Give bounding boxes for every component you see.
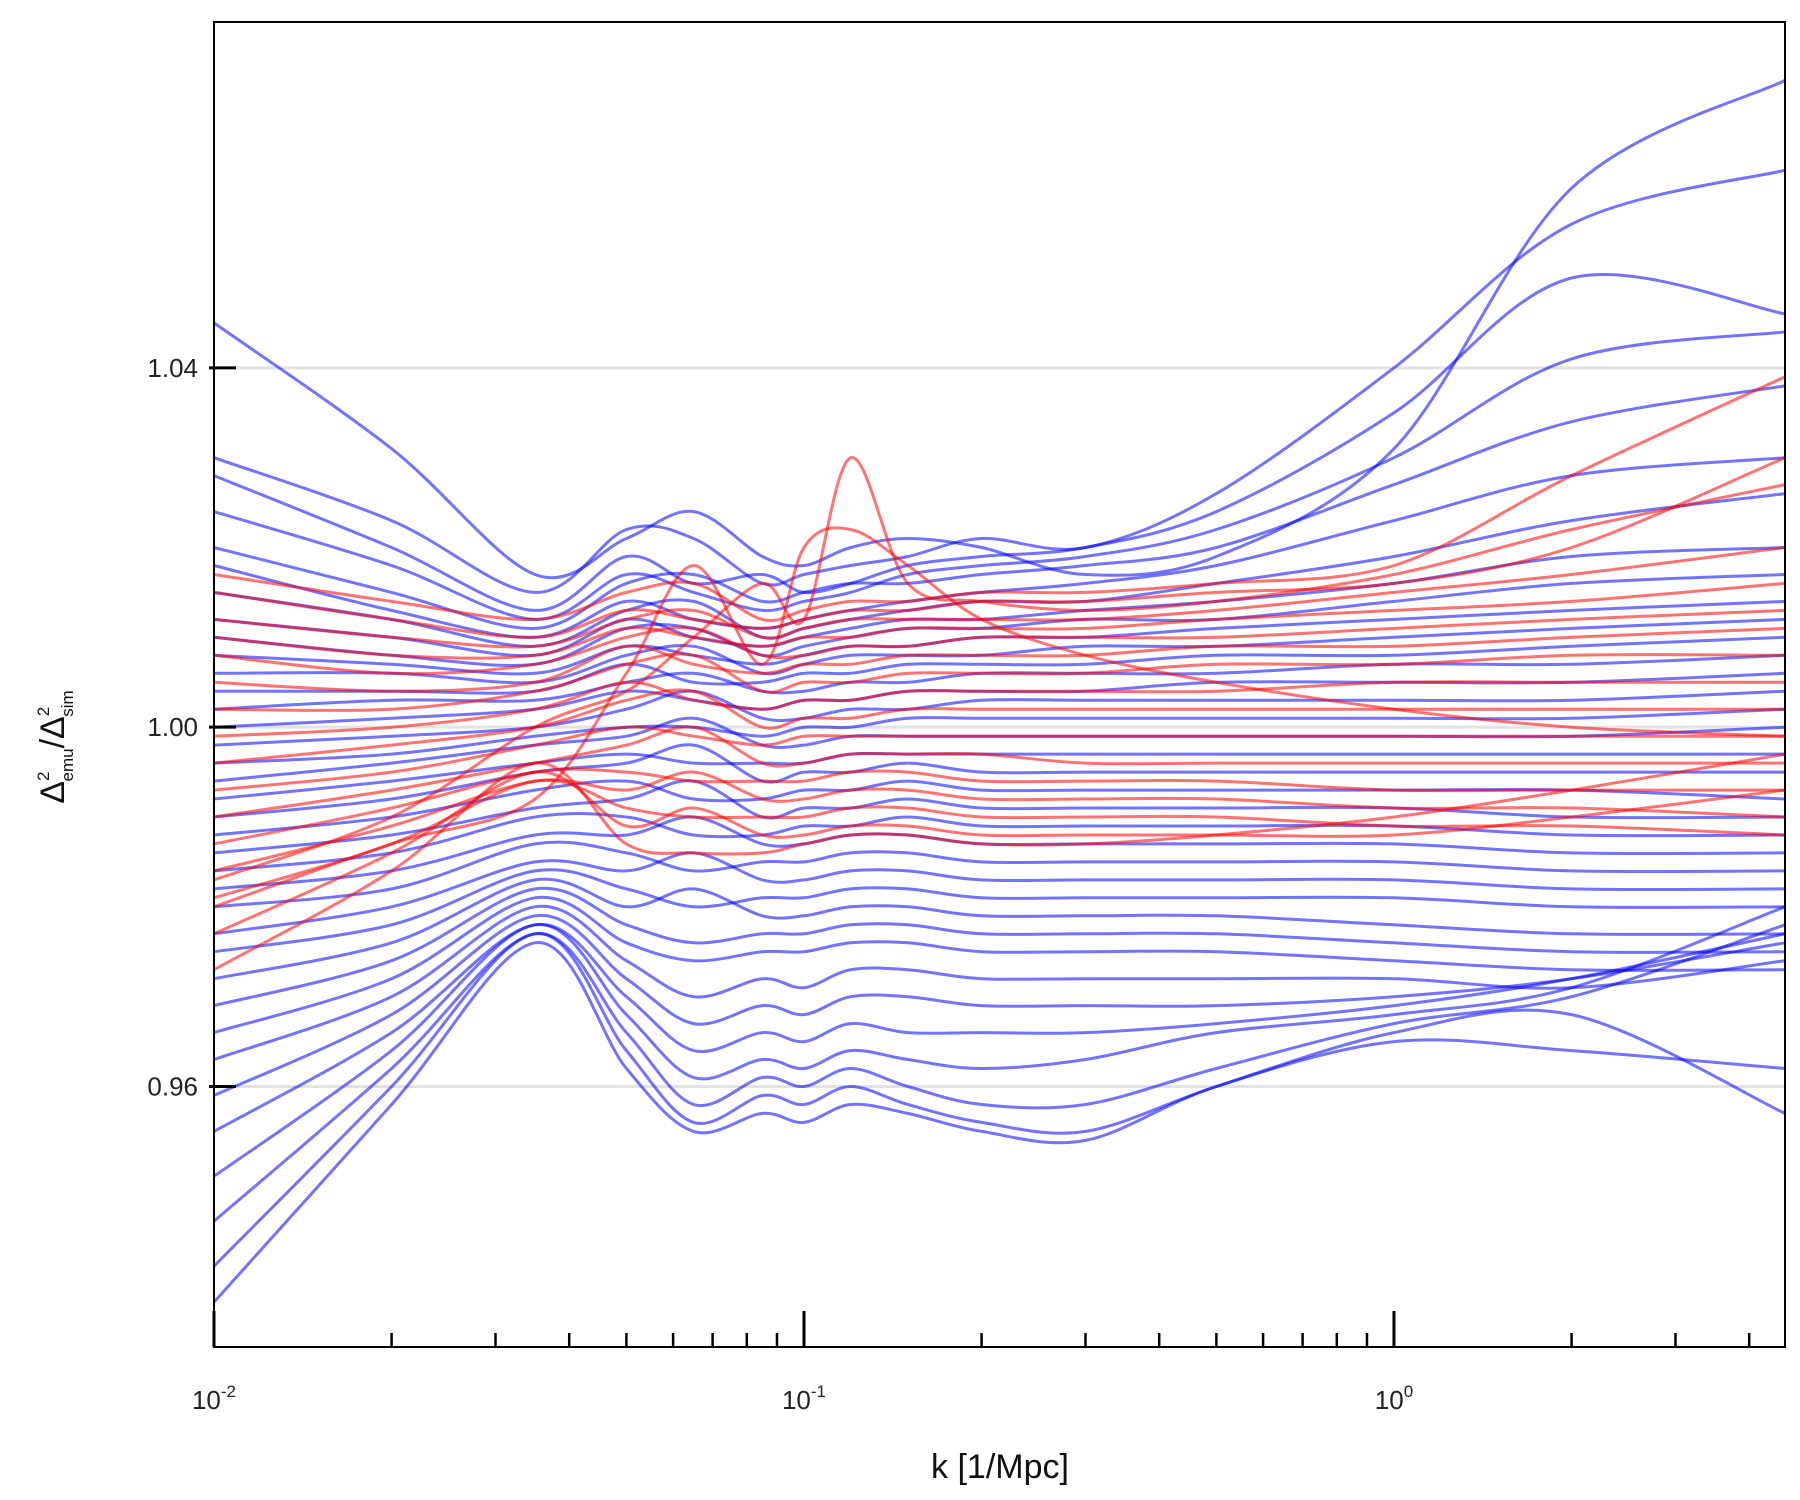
series-line-54 bbox=[213, 456, 1786, 882]
series-line-31 bbox=[213, 913, 1786, 1097]
series-line-37 bbox=[213, 375, 1786, 622]
y-label-sup: 2 bbox=[34, 771, 53, 780]
series-line-36 bbox=[212, 941, 1786, 1304]
series-line-44 bbox=[213, 680, 1785, 738]
y-axis-label: Δ2 emu/Δ2 sim bbox=[34, 690, 77, 803]
series-line-39 bbox=[213, 546, 1786, 649]
y-label-den-sub: sim bbox=[58, 690, 77, 716]
series-line-41 bbox=[213, 608, 1786, 676]
series-line-42 bbox=[213, 626, 1786, 693]
series-line-5 bbox=[213, 384, 1786, 630]
series-lines bbox=[212, 79, 1786, 1304]
series-line-33 bbox=[213, 905, 1786, 1178]
series-line-29 bbox=[213, 895, 1786, 1035]
series-line-27 bbox=[213, 877, 1786, 981]
plot-frame bbox=[213, 21, 1786, 1348]
series-line-35 bbox=[212, 932, 1786, 1268]
series-line-50 bbox=[213, 778, 1786, 900]
x-axis-label: k [1/Mpc] bbox=[931, 1448, 1069, 1486]
y-label-den-sup: 2 bbox=[34, 707, 53, 716]
y-tick-label: 1.00 bbox=[147, 712, 198, 742]
series-line-26 bbox=[213, 868, 1786, 954]
series-line-2 bbox=[213, 168, 1786, 594]
series-line-25 bbox=[213, 851, 1786, 936]
series-line-16 bbox=[213, 707, 1786, 765]
axis-ticks: 0.96 1.00 1.04 10-2 10-1 100 bbox=[147, 353, 1751, 1415]
series-line-3 bbox=[213, 273, 1786, 612]
x-tick-label: 10-2 bbox=[192, 1382, 236, 1415]
y-label-symbol: Δ bbox=[34, 781, 72, 804]
series-line-38 bbox=[213, 456, 1786, 639]
y-label-slash: / bbox=[34, 738, 72, 748]
series-line-46 bbox=[213, 725, 1785, 792]
series-line-1 bbox=[213, 79, 1786, 580]
series-line-51 bbox=[213, 770, 1786, 936]
gridlines bbox=[214, 366, 1785, 1088]
series-line-52 bbox=[213, 752, 1786, 972]
y-label-den-symbol: Δ bbox=[34, 716, 72, 739]
series-line-30 bbox=[213, 904, 1786, 1061]
series-line-40 bbox=[213, 581, 1786, 660]
y-tick-label: 0.96 bbox=[147, 1071, 198, 1101]
series-line-43 bbox=[213, 652, 1786, 713]
x-tick-label: 10-1 bbox=[782, 1382, 826, 1415]
y-label-num-sub: emu bbox=[58, 748, 77, 781]
series-line-24 bbox=[213, 840, 1786, 909]
x-tick-label: 100 bbox=[1375, 1382, 1413, 1415]
series-line-28 bbox=[213, 886, 1786, 1008]
y-tick-label: 1.04 bbox=[147, 353, 198, 383]
series-line-53 bbox=[213, 526, 1786, 909]
